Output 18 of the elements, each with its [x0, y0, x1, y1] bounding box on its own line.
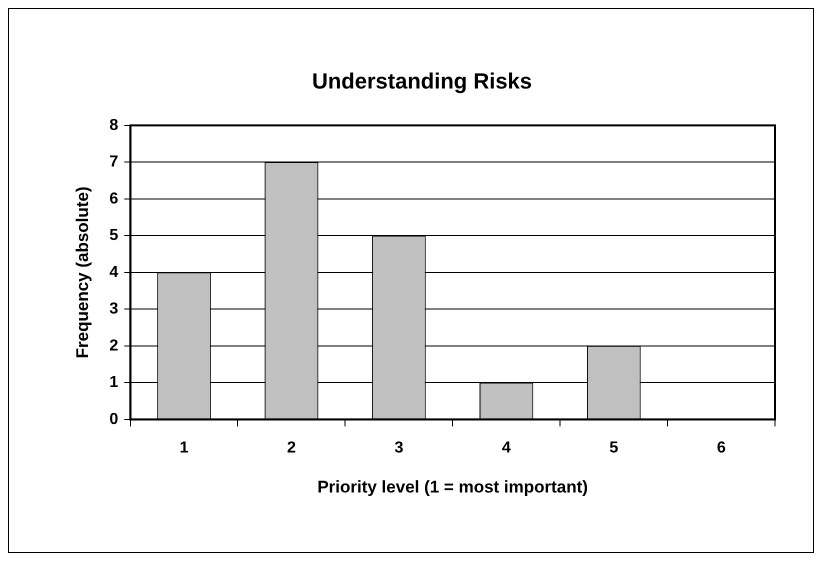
y-tick-label: 8: [109, 116, 118, 134]
y-tick-label: 4: [109, 264, 118, 281]
y-tick-label: 5: [109, 227, 118, 244]
x-tick-label: 3: [394, 439, 404, 456]
y-tick-label: 6: [109, 190, 118, 208]
x-tick-label: 5: [609, 439, 618, 456]
y-tick-label: 7: [109, 154, 118, 171]
x-tick-label: 4: [502, 439, 511, 456]
y-axis-title: Frequency (absolute): [72, 186, 92, 358]
x-tick-label: 1: [180, 439, 189, 456]
x-tick-label: 2: [287, 439, 296, 456]
y-tick-label: 3: [109, 300, 118, 318]
x-tick-label: 6: [716, 439, 726, 456]
chart-title: Understanding Risks: [312, 68, 532, 94]
y-tick-label: 1: [109, 374, 118, 392]
x-axis-title: Priority level (1 = most important): [317, 477, 588, 496]
y-tick-label: 0: [109, 410, 118, 428]
y-tick-label: 2: [109, 337, 118, 354]
